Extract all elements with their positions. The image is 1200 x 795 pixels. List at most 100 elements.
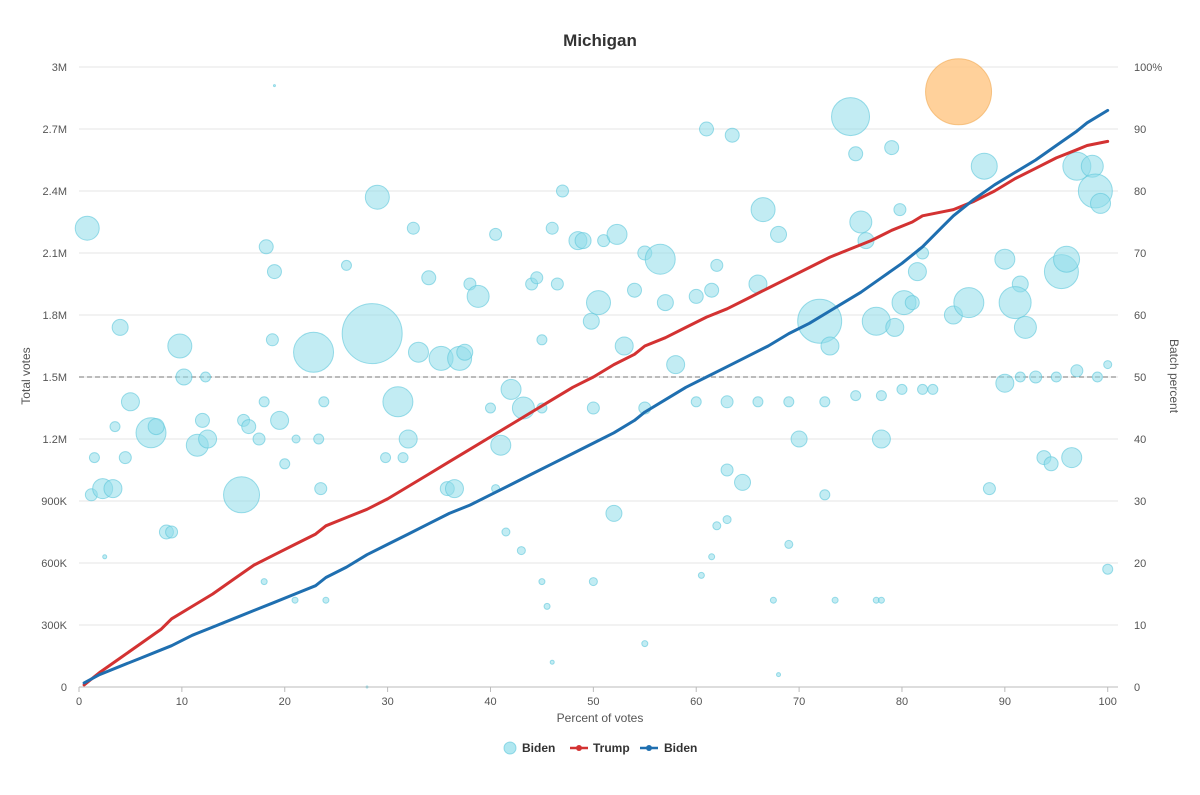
bubble-point (252, 432, 266, 446)
bubble-point (291, 434, 301, 444)
bubble-point (543, 602, 551, 610)
bubble-point (270, 410, 290, 430)
bubble-point (198, 429, 218, 449)
bubble-point (397, 452, 409, 464)
bubble-point (831, 97, 871, 137)
bubble-point (258, 239, 274, 255)
bubble-point (1050, 371, 1062, 383)
bubble-point (752, 396, 764, 408)
bubble-point (1053, 245, 1081, 273)
bubble-point (722, 515, 732, 525)
bubble-point (907, 262, 927, 282)
bubble-point (293, 331, 335, 373)
bubble-point (407, 341, 429, 363)
bubble-point (1029, 370, 1043, 384)
bubble-point (147, 418, 165, 436)
bubble-point (490, 434, 512, 456)
y2-tick-label: 90 (1134, 124, 1146, 136)
bubble-point (380, 452, 392, 464)
bubble-point (586, 401, 600, 415)
bubble-point (885, 317, 905, 337)
chart-title: Michigan (563, 31, 637, 50)
bubble-point (644, 243, 676, 275)
bubble-point (406, 221, 420, 235)
y2-tick-label: 50 (1134, 372, 1146, 384)
bubble-point (710, 258, 724, 272)
bubble-series-biden (74, 58, 1114, 689)
bubble-point (582, 312, 600, 330)
bubble-point (223, 476, 261, 514)
bubble-point (266, 264, 282, 280)
bubble-point (167, 333, 193, 359)
bubble-point (109, 421, 121, 433)
bubble-point (750, 197, 776, 223)
y2-tick-label: 40 (1134, 434, 1146, 446)
bubble-point (549, 659, 555, 665)
bubble-point (466, 284, 490, 308)
line-biden (82, 108, 1110, 685)
x-tick-label: 20 (279, 696, 291, 708)
bubble-point (819, 489, 831, 501)
bubble-point (1103, 360, 1113, 370)
bubble-point (398, 429, 418, 449)
bubble-point (877, 596, 885, 604)
y2-tick-label: 100% (1134, 62, 1162, 74)
bubble-point (953, 287, 985, 319)
y-tick-label: 1.5M (43, 372, 67, 384)
y-tick-label: 2.4M (43, 186, 67, 198)
bubble-point (550, 277, 564, 291)
legend-label-trump: Trump (593, 741, 630, 755)
x-tick-label: 40 (484, 696, 496, 708)
bubble-point (322, 596, 330, 604)
bubble-point (313, 433, 325, 445)
bubble-point (884, 140, 900, 156)
bubble-point (586, 290, 611, 316)
bubble-point (279, 458, 291, 470)
y2-tick-label: 80 (1134, 186, 1146, 198)
bubble-point (536, 334, 548, 346)
legend-item-trump[interactable]: Trump (570, 741, 630, 755)
bubble-point (734, 473, 752, 491)
bubble-point (88, 452, 100, 464)
bubble-point (656, 294, 674, 312)
bubble-point (1014, 371, 1026, 383)
bubble-point (1013, 315, 1037, 339)
bubble-point (998, 286, 1032, 320)
bubble-point (103, 479, 123, 499)
bubble-point (1070, 364, 1084, 378)
x-tick-label: 60 (690, 696, 702, 708)
bubble-point (927, 383, 939, 395)
bubble-point (627, 282, 643, 298)
bubble-point (258, 396, 270, 408)
bubble-point (666, 355, 686, 375)
bubble-point (318, 396, 330, 408)
y2-tick-label: 10 (1134, 620, 1146, 632)
bubble-point (1043, 456, 1059, 472)
bubble-point (871, 429, 891, 449)
bubble-point (704, 282, 720, 298)
bubble-point (200, 371, 212, 383)
bubble-point (272, 84, 276, 88)
bubble-point (831, 596, 839, 604)
bubble-point (982, 482, 996, 496)
bubble-point (606, 223, 628, 245)
bubble-point (776, 672, 782, 678)
bubble-point (538, 578, 546, 586)
bubble-point (314, 482, 328, 496)
bubble-point (875, 390, 887, 402)
bubble-point (120, 392, 140, 412)
bubble-point (382, 386, 414, 418)
bubble-point (769, 596, 777, 604)
legend-item-biden-line[interactable]: Biden (640, 741, 697, 755)
legend-item-biden-bubbles[interactable]: Biden (503, 741, 555, 755)
x-tick-label: 100 (1099, 696, 1117, 708)
bubble-point (720, 463, 734, 477)
bubble-point (770, 225, 788, 243)
bubble-point (1090, 192, 1112, 214)
bubble-point (574, 232, 592, 250)
bubble-point (641, 640, 649, 648)
bubble-point (1102, 563, 1114, 575)
y2-tick-label: 0 (1134, 682, 1140, 694)
bubble-point (194, 412, 210, 428)
y2-tick-label: 60 (1134, 310, 1146, 322)
